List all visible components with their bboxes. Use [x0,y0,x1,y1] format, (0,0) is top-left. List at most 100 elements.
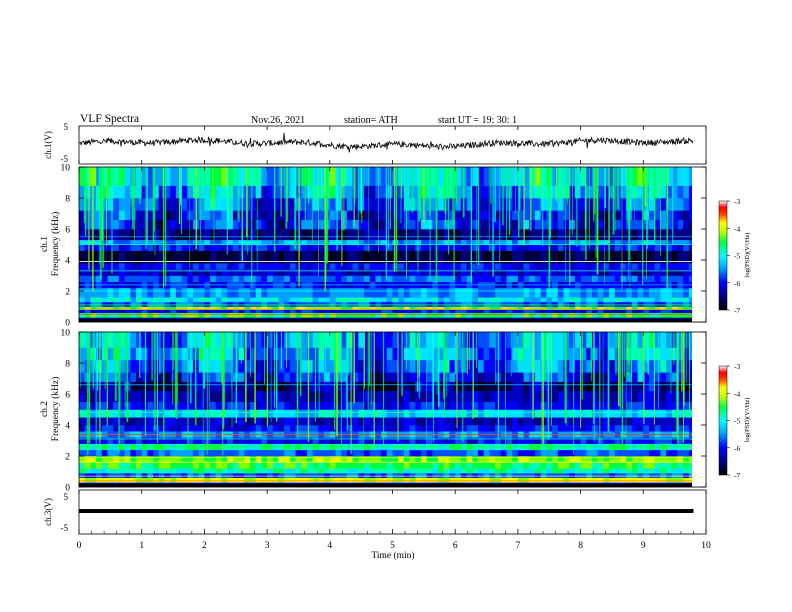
spec-cell [631,473,638,478]
spec-cell [472,372,479,382]
spec-cell [244,381,251,392]
spec-cell [455,229,462,241]
spec-cell [432,275,439,282]
spec-cell [398,332,405,348]
spec-cell [170,198,177,211]
spec-cell [438,219,445,230]
spec-cell [352,312,359,318]
spec-cell [113,301,120,307]
spec-cell [597,347,604,361]
spec-cell [221,229,228,241]
spec-cell [517,287,524,298]
spec-cell [455,219,462,230]
spec-cell [574,462,581,469]
spec-cell [415,372,422,382]
spec-cell [324,456,331,463]
spec-cell [472,449,479,457]
spec-cell [649,239,656,245]
spec-cell [181,401,188,410]
spec-cell [563,425,570,432]
spec-cell [643,390,650,403]
spec-cell [136,347,143,361]
spec-cell [386,449,393,457]
spec-cell [381,312,388,318]
spec-cell [455,244,462,251]
spec-cell [620,239,627,245]
spec-cell [500,185,507,199]
spec-cell [107,229,114,241]
spec-cell [307,198,314,211]
spec-cell [221,244,228,251]
spec-cell [136,239,143,245]
spec-cell [426,456,433,463]
spec-cell [369,347,376,361]
spec-cell [341,312,348,318]
spec-cell [232,306,239,310]
spec-cell [381,449,388,457]
spec-cell [210,219,217,230]
spec-cell [512,449,519,457]
spec-cell [666,449,673,457]
spec-cell [301,250,308,264]
spec-cell [107,332,114,348]
spec-cell [432,287,439,298]
spec-cell [158,263,165,270]
spec-cell [369,312,376,318]
spec-cell [523,437,530,444]
spec-cell [512,425,519,432]
spec-cell [124,229,131,241]
spec-cell [101,185,108,199]
spec-cell [620,381,627,392]
spec-cell [210,306,217,310]
spec-cell [432,347,439,361]
spec-cell [295,332,302,348]
spec-cell [232,437,239,444]
spec-cell [574,210,581,220]
spec-cell [238,301,245,307]
spec-cell [483,477,490,483]
spec-cell [261,269,268,276]
spec-cell [96,185,103,199]
spec-cell [557,473,564,478]
spec-cell [101,425,108,432]
spec-cell [421,401,428,410]
spec-cell [375,409,382,418]
spec-cell [626,390,633,403]
spec-cell [535,456,542,463]
spec-cell [250,437,257,444]
spec-cell [409,301,416,307]
spec-cell [118,263,125,270]
spec-cell [329,244,336,251]
spec-cell [175,287,182,298]
spec-cell [79,359,86,373]
spec-cell [381,473,388,478]
spec-cell [529,449,536,457]
spec-cell [569,417,576,426]
spec-cell [227,263,234,270]
spec-cell [136,219,143,230]
spec-cell [666,468,673,474]
spec-cell [255,269,262,276]
spec-cell [358,244,365,251]
spec-cell [278,390,285,403]
spec-cell [124,250,131,264]
spec-cell [341,287,348,298]
spec-cell [386,401,393,410]
spec-cell [506,263,513,270]
spec-cell [506,456,513,463]
spec-cell [666,390,673,403]
spec-cell [181,372,188,382]
spec-cell [164,390,171,403]
spec-cell [563,210,570,220]
spec-cell [472,263,479,270]
spec-cell [107,167,114,186]
spec-cell [204,219,211,230]
spec-cell [255,401,262,410]
spec-cell [472,309,479,313]
spec-cell [96,287,103,298]
spec-cell [369,275,376,282]
spec-cell [175,449,182,457]
spec-cell [346,239,353,245]
spec-cell [523,417,530,426]
